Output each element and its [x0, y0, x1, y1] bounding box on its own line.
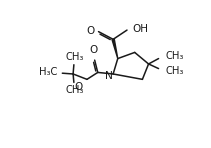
- Text: CH₃: CH₃: [165, 66, 184, 76]
- Text: CH₃: CH₃: [65, 52, 84, 62]
- Text: CH₃: CH₃: [65, 85, 84, 95]
- Text: H₃C: H₃C: [39, 67, 58, 77]
- Text: CH₃: CH₃: [165, 51, 184, 61]
- Text: O: O: [87, 26, 95, 36]
- Text: O: O: [75, 82, 83, 92]
- Text: N: N: [105, 70, 113, 81]
- Text: O: O: [90, 45, 98, 55]
- Polygon shape: [112, 39, 118, 59]
- Text: OH: OH: [132, 24, 148, 34]
